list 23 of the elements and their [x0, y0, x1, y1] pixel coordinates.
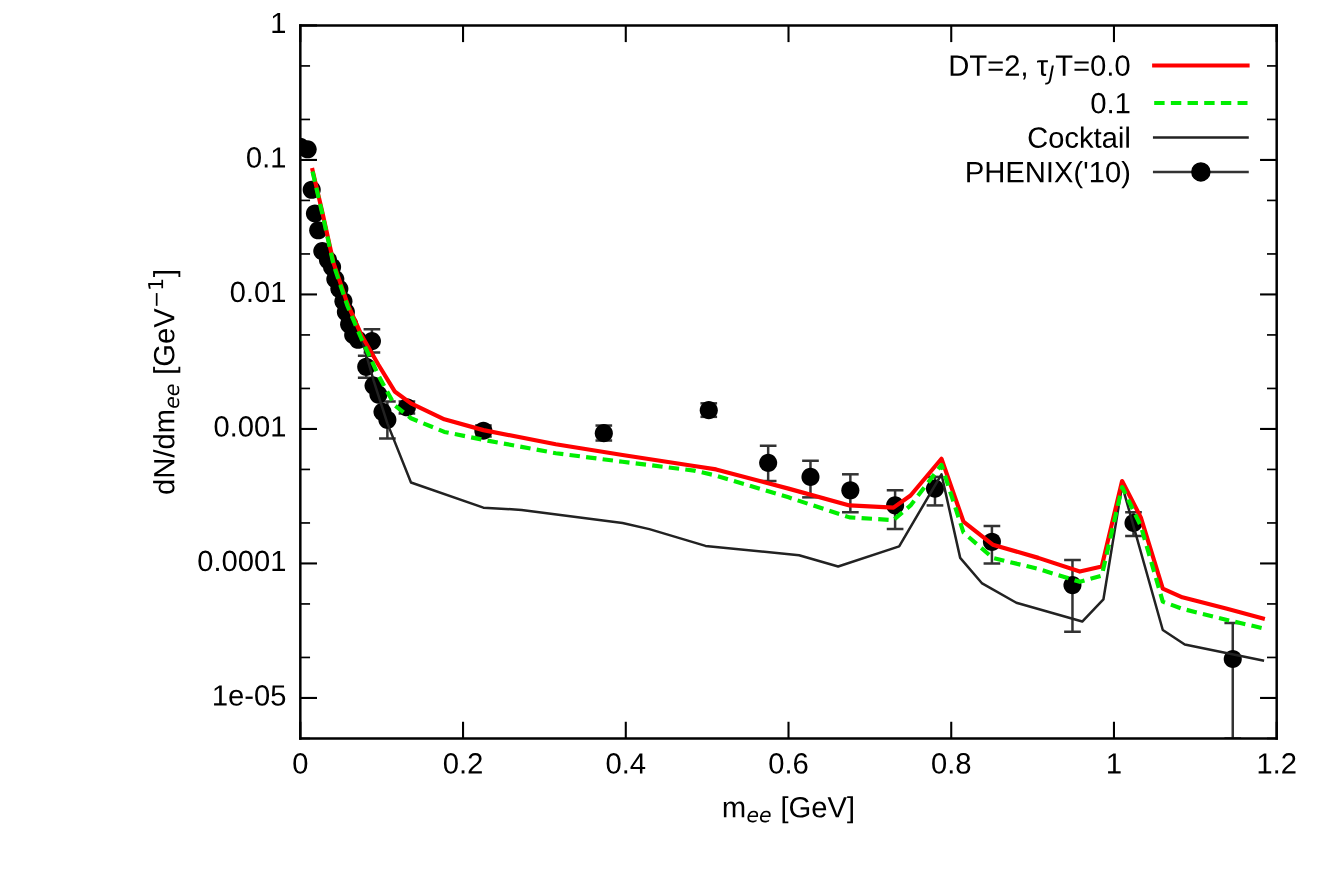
point [801, 467, 820, 486]
y-tick-label: 0.1 [247, 147, 286, 168]
x-tick-label: 0.4 [606, 753, 646, 774]
x-tick-label: 0 [293, 753, 308, 774]
legend-label: PHENIX('10) [967, 161, 1130, 189]
x-tick-label: 1 [1108, 753, 1121, 774]
y-axis-title: dN/dm$_{ee}$ [GeV$^{−1}$] [148, 271, 181, 494]
legend-label: 0.1 [1091, 92, 1130, 114]
y-tick-label: 0.001 [214, 416, 286, 437]
y-tick-label: 0.0001 [198, 550, 286, 572]
y-tick-label: 1 [272, 12, 286, 33]
y-tick-label: 1e-05 [214, 685, 286, 706]
point [841, 481, 860, 500]
x-tick-label: 1.2 [1258, 753, 1296, 774]
x-axis-title: m$_{ee}$ [GeV] [723, 796, 853, 824]
legend-label: Cocktail [1028, 126, 1129, 148]
legend-label: DT=2, τ$_{J}$T=0.0 [950, 55, 1130, 85]
point [759, 453, 778, 472]
point [300, 140, 317, 159]
x-tick-label: 0.8 [932, 753, 971, 774]
y-tick-label: 0.01 [230, 281, 286, 303]
x-tick-label: 0.2 [443, 753, 482, 774]
x-tick-label: 0.6 [769, 753, 808, 774]
